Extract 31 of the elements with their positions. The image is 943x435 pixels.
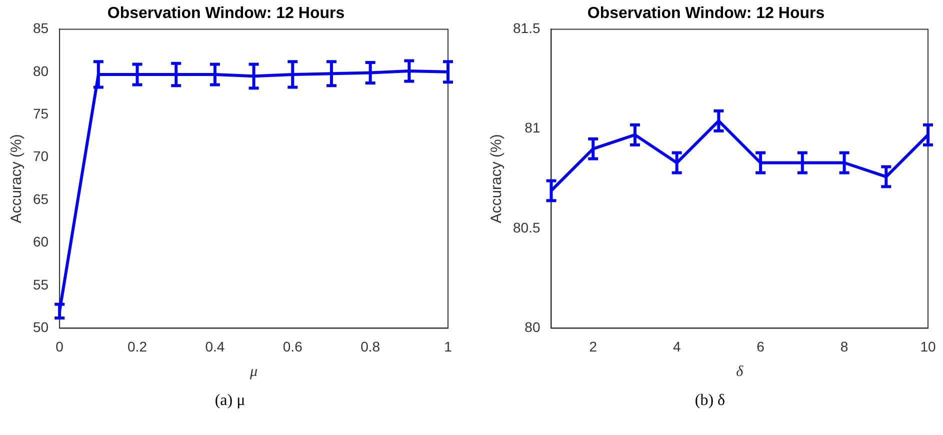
x-tick-label: 6 bbox=[756, 338, 765, 354]
x-tick-label: 0.8 bbox=[360, 338, 380, 354]
x-tick-label: 2 bbox=[589, 338, 598, 354]
x-axis-title: μ bbox=[249, 364, 258, 380]
y-axis-title: Accuracy (%) bbox=[8, 134, 26, 224]
x-axis-title: δ bbox=[736, 364, 744, 380]
y-tick-label: 80 bbox=[32, 62, 49, 79]
x-tick-label: 10 bbox=[920, 338, 936, 354]
y-tick-label: 80 bbox=[524, 319, 540, 336]
text: (a) μ bbox=[214, 392, 246, 410]
y-tick-label: 70 bbox=[32, 148, 49, 164]
y-tick-label: 81 bbox=[524, 120, 540, 136]
x-tick-label: 1 bbox=[444, 338, 452, 354]
y-tick-label: 81.5 bbox=[513, 20, 540, 36]
y-tick-label: 80.5 bbox=[513, 219, 540, 236]
chart-title: Observation Window: 12 Hours bbox=[587, 5, 825, 22]
y-tick-label: 75 bbox=[32, 105, 49, 122]
y-tick-label: 50 bbox=[32, 319, 49, 336]
y-tick-label: 85 bbox=[32, 20, 49, 36]
x-tick-label: 8 bbox=[840, 338, 848, 354]
x-tick-label: 0.4 bbox=[205, 338, 225, 354]
x-tick-label: 0.6 bbox=[282, 338, 303, 354]
x-tick-label: 0 bbox=[56, 338, 64, 354]
y-axis-title: Accuracy (%) bbox=[488, 134, 506, 224]
text: (b) δ bbox=[694, 392, 726, 410]
x-tick-label: 0.2 bbox=[128, 338, 148, 354]
y-tick-label: 55 bbox=[32, 276, 49, 292]
y-tick-label: 65 bbox=[32, 190, 49, 207]
y-tick-label: 60 bbox=[32, 234, 49, 250]
chart-title: Observation Window: 12 Hours bbox=[107, 5, 345, 22]
x-tick-label: 4 bbox=[672, 338, 681, 354]
